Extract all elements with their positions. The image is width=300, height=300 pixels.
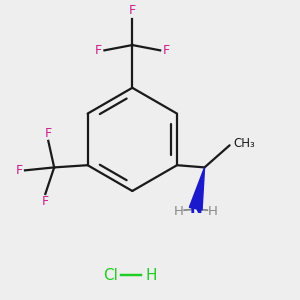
Text: N: N: [189, 201, 202, 216]
Text: F: F: [95, 44, 102, 57]
Text: F: F: [42, 195, 49, 208]
Text: H: H: [208, 205, 218, 218]
Polygon shape: [189, 167, 205, 210]
Text: F: F: [163, 44, 170, 57]
Text: CH₃: CH₃: [233, 137, 255, 150]
Text: H: H: [174, 205, 184, 218]
Text: H: H: [146, 268, 157, 283]
Text: F: F: [45, 127, 52, 140]
Text: F: F: [16, 164, 22, 177]
Text: F: F: [129, 4, 136, 17]
Text: Cl: Cl: [103, 268, 118, 283]
